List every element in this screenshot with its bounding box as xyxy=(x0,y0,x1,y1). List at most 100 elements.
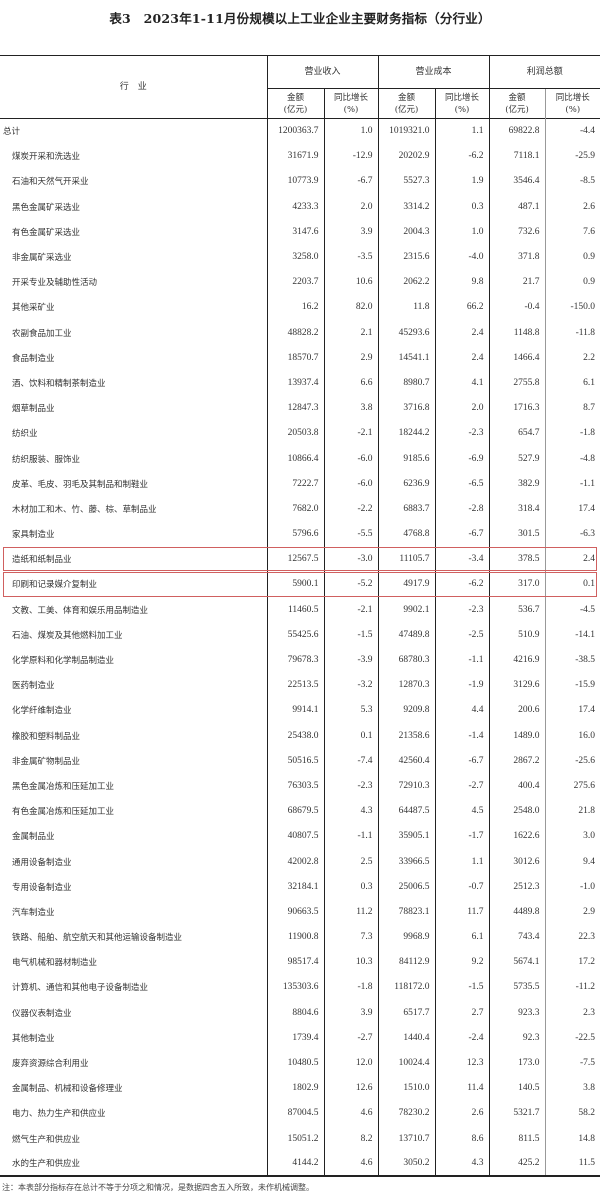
revenue-growth: -2.1 xyxy=(323,420,379,446)
revenue-growth: 12.0 xyxy=(323,1050,379,1076)
cost-amount: 78230.2 xyxy=(377,1100,436,1126)
revenue-growth: -2.7 xyxy=(323,1025,379,1051)
revenue-growth: 10.6 xyxy=(323,269,379,295)
revenue-amount: 1200363.7 xyxy=(266,118,324,144)
cost-amount: 47489.8 xyxy=(377,622,436,648)
profit-growth: -8.5 xyxy=(544,168,600,195)
cost-amount: 21358.6 xyxy=(377,723,436,749)
industry-name: 其他制造业 xyxy=(12,1033,55,1044)
revenue-growth: -3.5 xyxy=(323,244,379,270)
revenue-growth: -7.4 xyxy=(323,748,379,774)
profit-amount: 536.7 xyxy=(488,597,546,623)
profit-amount: 732.6 xyxy=(488,219,546,245)
total-row: 总计 1200363.7 1.0 1019321.0 1.1 69822.8 -4.4 xyxy=(0,118,600,144)
cost-amount: 20202.9 xyxy=(377,143,436,169)
header-revenue: 营业收入 xyxy=(266,55,379,89)
industry-name: 黑色金属冶炼和压延加工业 xyxy=(12,781,115,792)
table-row: 燃气生产和供应业 15051.2 8.2 13710.7 8.6 811.5 14.8 xyxy=(0,1126,600,1152)
cost-amount: 33966.5 xyxy=(377,848,436,875)
profit-amount: 92.3 xyxy=(488,1025,546,1051)
cost-growth: -6.7 xyxy=(434,521,490,547)
profit-amount: 510.9 xyxy=(488,622,546,648)
table-row: 汽车制造业 90663.5 11.2 78823.1 11.7 4489.8 2.9 xyxy=(0,899,600,925)
cost-amount: 84112.9 xyxy=(377,949,436,975)
profit-growth: -1.0 xyxy=(544,874,600,900)
cost-growth: -6.5 xyxy=(434,471,490,497)
revenue-amount: 79678.3 xyxy=(266,647,324,673)
cost-growth: -1.1 xyxy=(434,647,490,673)
cost-amount: 12870.3 xyxy=(377,672,436,698)
subheader-unit: (亿元) xyxy=(283,104,308,115)
revenue-growth: -5.2 xyxy=(323,571,379,598)
table-row: 石油、煤炭及其他燃料加工业 55425.6 -1.5 47489.8 -2.5 510.9… xyxy=(0,622,600,648)
industry-name: 电气机械和器材制造业 xyxy=(12,958,98,969)
revenue-amount: 15051.2 xyxy=(266,1126,324,1152)
profit-growth: 8.7 xyxy=(544,395,600,421)
profit-amount: 654.7 xyxy=(488,420,546,446)
cost-amount: 11.8 xyxy=(377,294,436,320)
cost-amount: 64487.5 xyxy=(377,798,436,824)
subheader-label: 金额 xyxy=(398,92,416,103)
industry-name: 金属制品、机械和设备修理业 xyxy=(12,1084,123,1095)
table-row: 医药制造业 22513.5 -3.2 12870.3 -1.9 3129.6 -15.9 xyxy=(0,672,600,698)
table-row: 文教、工美、体育和娱乐用品制造业 11460.5 -2.1 9902.1 -2.3 536… xyxy=(0,597,600,623)
table-row: 通用设备制造业 42002.8 2.5 33966.5 1.1 3012.6 9.4 xyxy=(0,848,600,875)
cost-growth: 2.4 xyxy=(434,320,490,346)
revenue-growth: -6.0 xyxy=(323,471,379,497)
profit-growth: -25.9 xyxy=(544,143,600,169)
cost-amount: 9209.8 xyxy=(377,697,436,723)
industry-name: 水的生产和供应业 xyxy=(0,1151,267,1178)
industry-name: 食品制造业 xyxy=(12,353,55,364)
revenue-growth: 7.3 xyxy=(323,924,379,950)
profit-amount: 1466.4 xyxy=(488,345,546,371)
table-row: 开采专业及辅助性活动 2203.7 10.6 2062.2 9.8 21.7 0.9 xyxy=(0,269,600,295)
revenue-growth: 0.1 xyxy=(323,723,379,749)
profit-amount: 3546.4 xyxy=(488,168,546,195)
revenue-growth: 6.6 xyxy=(323,370,379,396)
table-title: 表3 2023年1-11月份规模以上工业企业主要财务指标（分行业） xyxy=(109,11,491,26)
cost-amount: 9185.6 xyxy=(377,445,436,472)
profit-growth: -150.0 xyxy=(544,294,600,320)
profit-amount: 1148.8 xyxy=(488,320,546,346)
table-row: 石油和天然气开采业 10773.9 -6.7 5527.3 1.9 3546.4 -8.5 xyxy=(0,168,600,195)
cost-growth: -6.2 xyxy=(434,571,490,598)
cost-amount: 1510.0 xyxy=(377,1075,436,1101)
revenue-amount: 22513.5 xyxy=(266,672,324,698)
profit-growth: -15.9 xyxy=(544,672,600,698)
table-row: 农副食品加工业 48828.2 2.1 45293.6 2.4 1148.8 -11.8 xyxy=(0,320,600,346)
subheader-growth: 同比增长 (%) xyxy=(323,88,379,119)
cost-growth: 4.3 xyxy=(434,1151,490,1178)
table-row: 造纸和纸制品业 12567.5 -3.0 11105.7 -3.4 378.5 2.4 xyxy=(0,546,600,572)
profit-growth: 9.4 xyxy=(544,848,600,875)
cost-growth: -0.7 xyxy=(434,874,490,900)
revenue-amount: 5900.1 xyxy=(266,571,324,598)
industry-name: 有色金属矿采选业 xyxy=(12,227,81,238)
industry-name: 专用设备制造业 xyxy=(12,882,72,893)
table-row: 铁路、船舶、航空航天和其他运输设备制造业 11900.8 7.3 9968.9 6.1 7… xyxy=(0,924,600,950)
revenue-growth: -3.2 xyxy=(323,672,379,698)
cost-amount: 9902.1 xyxy=(377,597,436,623)
table-row: 专用设备制造业 32184.1 0.3 25006.5 -0.7 2512.3 -1.0 xyxy=(0,874,600,900)
cost-amount: 8980.7 xyxy=(377,370,436,396)
cost-amount: 1019321.0 xyxy=(377,118,436,144)
profit-growth: 6.1 xyxy=(544,370,600,396)
header-cost: 营业成本 xyxy=(377,55,490,89)
profit-amount: 2548.0 xyxy=(488,798,546,824)
cost-amount: 42560.4 xyxy=(377,748,436,774)
table-row: 烟草制品业 12847.3 3.8 3716.8 2.0 1716.3 8.7 xyxy=(0,395,600,421)
cost-amount: 72910.3 xyxy=(377,773,436,799)
profit-growth: 0.1 xyxy=(544,571,600,598)
industry-name: 燃气生产和供应业 xyxy=(12,1134,81,1145)
profit-amount: 5735.5 xyxy=(488,974,546,1001)
profit-amount: 317.0 xyxy=(488,571,546,598)
industry-name: 皮革、毛皮、羽毛及其制品和制鞋业 xyxy=(12,479,149,490)
cost-amount: 11105.7 xyxy=(377,546,436,572)
industry-name: 金属制品业 xyxy=(12,832,55,843)
industry-name: 有色金属冶炼和压延加工业 xyxy=(12,807,115,818)
table-row: 其他采矿业 16.2 82.0 11.8 66.2 -0.4 -150.0 xyxy=(0,294,600,320)
industry-name: 其他采矿业 xyxy=(12,303,55,314)
revenue-growth: 11.2 xyxy=(323,899,379,925)
industry-name: 仪器仪表制造业 xyxy=(12,1008,72,1019)
profit-growth: 7.6 xyxy=(544,219,600,245)
table-row: 非金属矿采选业 3258.0 -3.5 2315.6 -4.0 371.8 0.9 xyxy=(0,244,600,270)
